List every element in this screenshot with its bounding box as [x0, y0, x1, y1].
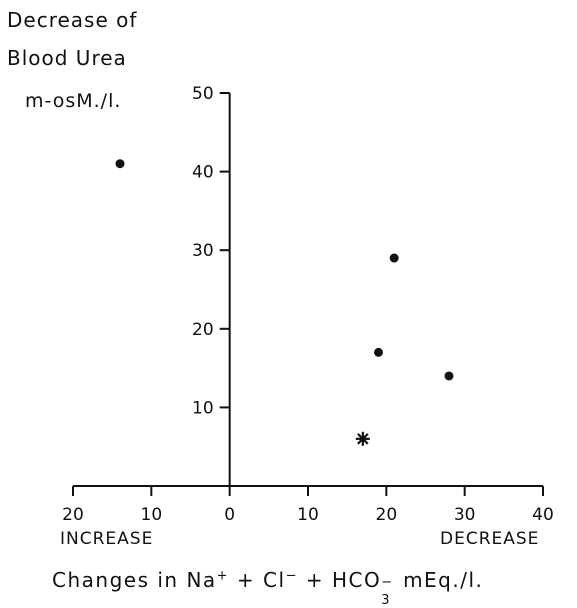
x-axis-label-cl: + Cl — [236, 568, 286, 592]
hco-subscript: 3 — [381, 593, 391, 608]
x-tick-label: 10 — [141, 505, 163, 525]
x-axis-label: Changes in Na+ + Cl− + HCO −3 mEq./l. — [52, 568, 484, 608]
y-tick-label: 10 — [192, 398, 214, 418]
cl-superscript: − — [285, 568, 298, 584]
x-axis-unit: mEq./l. — [403, 568, 484, 592]
y-tick-label: 40 — [192, 163, 214, 183]
decrease-label: DECREASE — [440, 529, 540, 549]
na-superscript: + — [216, 568, 230, 584]
x-axis-label-hco: + HCO — [305, 568, 382, 592]
y-axis-label-line1: Decrease of — [7, 8, 138, 32]
x-tick-label: 30 — [454, 505, 476, 525]
x-tick-label: 0 — [224, 505, 235, 525]
x-tick-label: 20 — [376, 505, 398, 525]
y-tick-label: 30 — [192, 241, 214, 261]
x-tick-label: 40 — [532, 505, 554, 525]
data-point — [444, 371, 454, 381]
asterisk-stroke — [357, 433, 369, 445]
x-tick-label: 20 — [62, 505, 84, 525]
y-tick-label: 20 — [192, 320, 214, 340]
x-axis-label-main: Changes in Na — [52, 568, 217, 592]
hco-superscript: − — [381, 575, 394, 590]
y-axis-unit: m-osM./l. — [25, 90, 122, 112]
y-tick-label: 50 — [192, 84, 214, 104]
increase-label: INCREASE — [60, 529, 154, 549]
data-point — [115, 159, 125, 169]
y-axis-label-line2: Blood Urea — [7, 46, 127, 70]
data-point — [374, 347, 383, 357]
data-point-asterisk — [355, 431, 370, 446]
data-point — [389, 253, 399, 263]
x-tick-label: 10 — [297, 505, 319, 525]
